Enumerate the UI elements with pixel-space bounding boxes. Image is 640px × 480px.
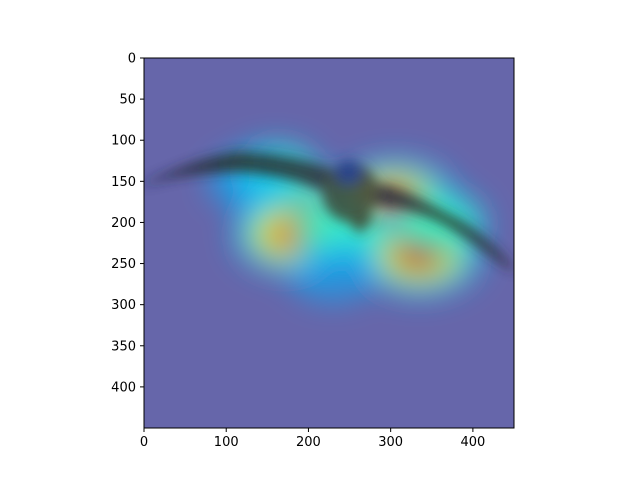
x-axis: 0 100 200 300 400 (140, 428, 485, 450)
x-tick-label: 0 (140, 435, 148, 450)
y-tick-label: 150 (111, 175, 136, 190)
y-axis: 0 50 100 150 200 250 300 350 400 (111, 52, 144, 395)
y-tick-label: 250 (111, 257, 136, 272)
bird-tail (345, 212, 382, 234)
heatmap-hotspot (287, 240, 379, 303)
x-tick-label: 300 (378, 435, 403, 450)
bird-body (322, 162, 378, 222)
x-tick-label: 200 (296, 435, 321, 450)
bird-right-wing (370, 182, 514, 272)
x-tick-label: 100 (214, 435, 239, 450)
y-tick-label: 400 (111, 380, 136, 395)
bird-silhouette (144, 152, 514, 272)
y-tick-label: 300 (111, 298, 136, 313)
y-tick-label: 350 (111, 339, 136, 354)
y-tick-label: 200 (111, 216, 136, 231)
bird-head (336, 160, 362, 184)
plot-frame (143, 57, 515, 429)
x-tick-label: 400 (460, 435, 485, 450)
y-tick-label: 0 (128, 52, 136, 67)
y-tick-label: 50 (119, 93, 136, 108)
plot-area (144, 58, 514, 428)
bird-left-wing (144, 152, 330, 195)
y-tick-label: 100 (111, 134, 136, 149)
